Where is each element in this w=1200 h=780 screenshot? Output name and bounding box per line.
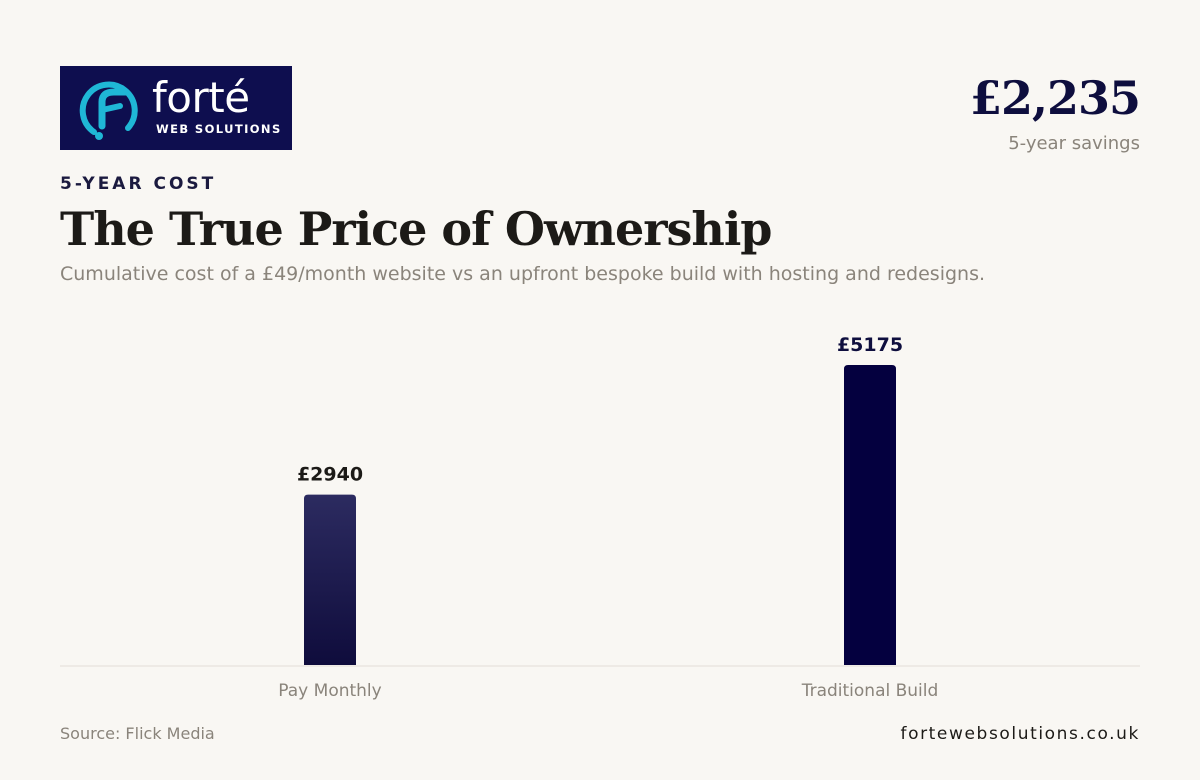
bar-value-label: £2940 bbox=[297, 464, 363, 486]
bar-traditional-build bbox=[844, 365, 896, 665]
section-eyebrow: 5-YEAR COST bbox=[60, 174, 217, 194]
bar-value-label: £5175 bbox=[837, 334, 903, 356]
source-note: Source: Flick Media bbox=[60, 724, 215, 743]
savings-label: 5-year savings bbox=[1008, 133, 1140, 154]
chart-subtitle: Cumulative cost of a £49/month website v… bbox=[60, 263, 986, 285]
forte-logo-icon bbox=[79, 81, 138, 140]
x-tick-label: Pay Monthly bbox=[278, 681, 381, 701]
bar-pay-monthly bbox=[304, 494, 356, 665]
chart-title: The True Price of Ownership bbox=[60, 202, 772, 256]
brand-name: forté bbox=[152, 73, 250, 122]
x-tick-label: Traditional Build bbox=[801, 681, 939, 701]
savings-value: £2,235 bbox=[969, 71, 1141, 125]
website-link[interactable]: fortewebsolutions.co.uk bbox=[900, 724, 1140, 744]
brand-logo: forté WEB SOLUTIONS bbox=[60, 66, 292, 150]
brand-tagline: WEB SOLUTIONS bbox=[156, 122, 282, 136]
